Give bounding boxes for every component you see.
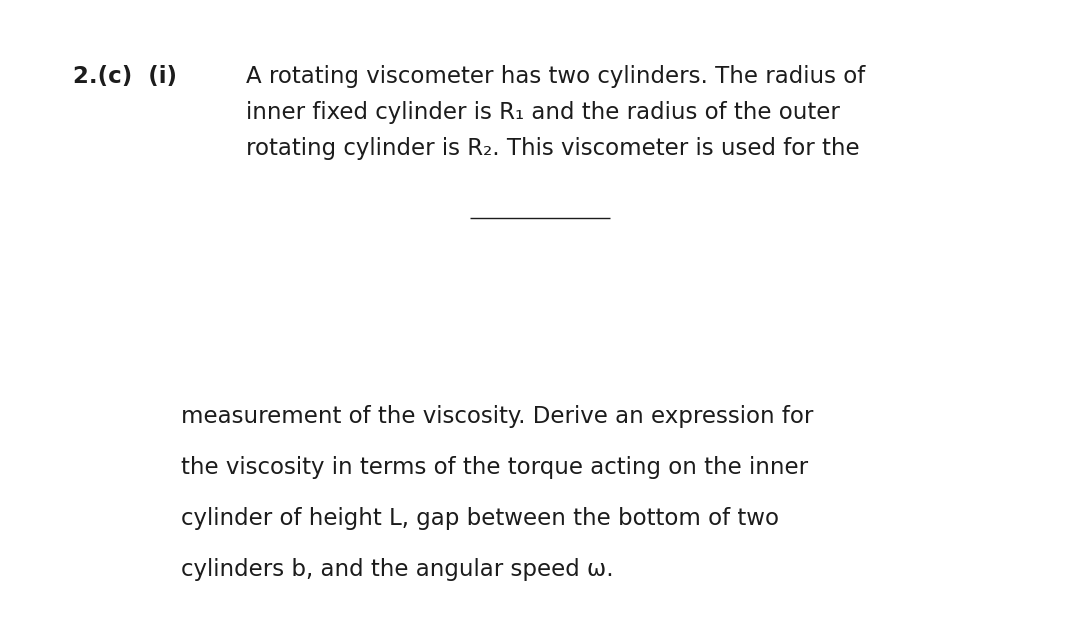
- Text: rotating cylinder is R₂. This viscometer is used for the: rotating cylinder is R₂. This viscometer…: [246, 137, 860, 160]
- Text: A rotating viscometer has two cylinders. The radius of: A rotating viscometer has two cylinders.…: [246, 65, 865, 88]
- Text: inner fixed cylinder is R₁ and the radius of the outer: inner fixed cylinder is R₁ and the radiu…: [246, 101, 840, 124]
- Text: 2.(c)  (i): 2.(c) (i): [73, 65, 193, 88]
- Text: cylinders b, and the angular speed ω.: cylinders b, and the angular speed ω.: [181, 558, 615, 581]
- Text: cylinder of height L, gap between the bottom of two: cylinder of height L, gap between the bo…: [181, 507, 780, 530]
- Text: measurement of the viscosity. Derive an expression for: measurement of the viscosity. Derive an …: [181, 405, 814, 428]
- Text: the viscosity in terms of the torque acting on the inner: the viscosity in terms of the torque act…: [181, 456, 809, 479]
